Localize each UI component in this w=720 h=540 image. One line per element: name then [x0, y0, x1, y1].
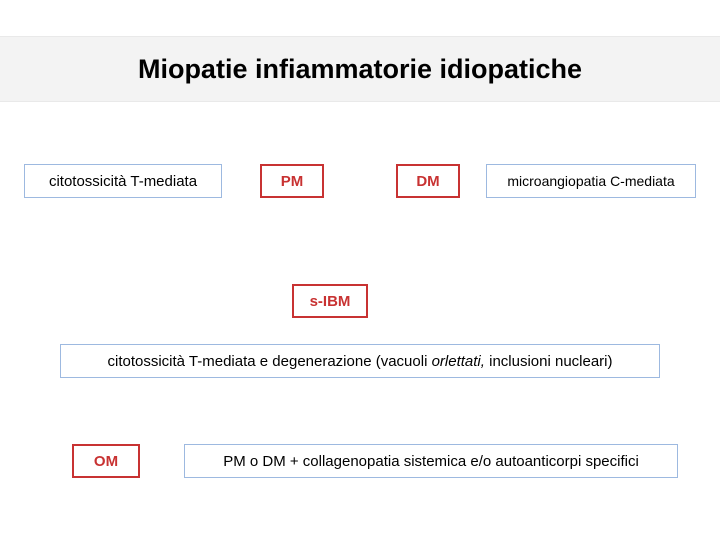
cito-deg-suffix: inclusioni nucleari)	[485, 353, 613, 370]
box-cito-t-label: citotossicità T-mediata	[49, 173, 197, 190]
box-cito-deg: citotossicità T-mediata e degenerazione …	[60, 344, 660, 378]
box-micro-c: microangiopatia C-mediata	[486, 164, 696, 198]
box-sibm: s-IBM	[292, 284, 368, 318]
box-dm: DM	[396, 164, 460, 198]
box-sibm-label: s-IBM	[310, 293, 351, 310]
box-om-desc-label: PM o DM + collagenopatia sistemica e/o a…	[223, 453, 639, 470]
title-band: Miopatie infiammatorie idiopatiche	[0, 36, 720, 102]
box-om-desc: PM o DM + collagenopatia sistemica e/o a…	[184, 444, 678, 478]
box-pm-label: PM	[281, 173, 304, 190]
slide: Miopatie infiammatorie idiopatiche citot…	[0, 0, 720, 540]
cito-deg-italic: orlettati,	[432, 353, 485, 370]
box-micro-c-label: microangiopatia C-mediata	[507, 173, 674, 189]
box-om: OM	[72, 444, 140, 478]
box-cito-deg-label: citotossicità T-mediata e degenerazione …	[108, 353, 613, 370]
cito-deg-prefix: citotossicità T-mediata e degenerazione …	[108, 353, 432, 370]
page-title: Miopatie infiammatorie idiopatiche	[138, 54, 582, 85]
box-pm: PM	[260, 164, 324, 198]
box-cito-t: citotossicità T-mediata	[24, 164, 222, 198]
box-dm-label: DM	[416, 173, 439, 190]
box-om-label: OM	[94, 453, 118, 470]
